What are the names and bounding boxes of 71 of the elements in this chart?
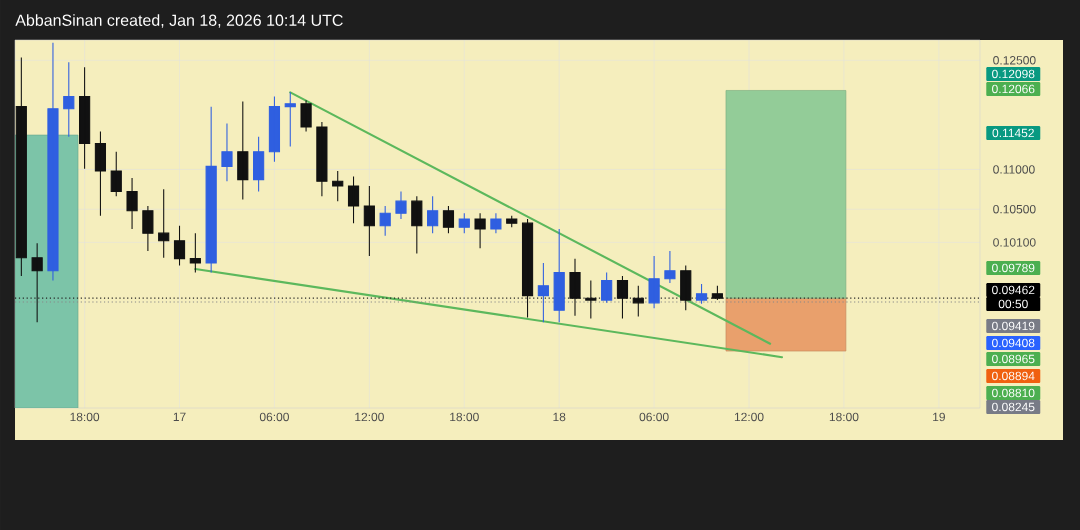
candlestick [427,195,439,234]
candlestick [110,151,122,197]
candlestick [284,91,296,148]
candlestick [569,258,581,317]
text: 0.12066 [992,84,1035,94]
x-tick-label: 17 [173,412,186,421]
candlestick [189,232,201,274]
candlestick [142,205,154,252]
text: 0.08810 [992,388,1035,398]
candlestick [411,195,423,255]
candlestick [601,271,613,304]
candlestick [648,255,660,309]
candlestick [379,205,391,237]
candlestick [711,285,723,301]
candlestick [268,96,281,163]
candlestick [78,66,91,170]
text: 0.09408 [992,338,1035,348]
candlestick [205,106,217,274]
candlestick [585,279,597,319]
x-tick-label: 18 [553,412,566,422]
x-tick-label: 19 [933,412,945,422]
candlestick [395,190,407,220]
x-tick-label: 18:00 [450,412,479,422]
candlestick [537,262,549,323]
x-tick-label: 06:00 [259,412,289,422]
candlestick [31,242,43,323]
text: 0.08245 [992,402,1035,412]
candlestick [664,250,676,284]
text: 0.09789 [992,263,1035,273]
text: 0.09462 [992,285,1035,295]
text: 00:50 [998,299,1028,309]
candlestick [474,212,486,249]
x-tick-label: 18:00 [829,412,859,422]
candlestick [253,136,265,193]
text: 0.12098 [992,69,1035,79]
x-tick-label: 12:00 [734,412,764,422]
chart-title: AbbanSinan created, Jan 18, 2026 10:14 UTC [15,14,343,28]
candlestick [347,175,360,224]
candlestick [616,275,629,319]
text: 0.08965 [992,354,1035,364]
candlestick [553,228,565,323]
candlestick [458,212,470,234]
y-tick-label: 0.10500 [993,204,1036,214]
candlestick [363,185,375,257]
candlestick [300,99,312,133]
candlestick [506,215,518,228]
candlestick [173,225,186,267]
text: 0.08894 [992,371,1035,381]
x-tick-label: 18:00 [70,412,100,422]
text: 0.09419 [992,321,1035,331]
candlestick [94,130,107,217]
text: 0.11452 [992,128,1034,138]
candlestick [632,285,644,318]
candlestick [221,122,233,182]
candlestick [126,177,138,230]
candlestick [680,265,692,311]
candlestick [316,121,328,197]
x-tick-label: 06:00 [639,412,669,422]
candlestick [237,101,249,201]
y-tick-label: 0.11000 [993,165,1035,174]
candlestick [332,170,344,202]
candlestick [442,205,455,234]
candlestick [521,218,534,319]
candlestick [490,212,502,234]
candlestick [47,42,59,281]
candlestick [63,61,75,138]
y-tick-label: 0.12500 [993,56,1036,65]
x-tick-label: 12:00 [355,412,384,422]
candlestick [158,188,170,259]
candlestick [695,283,708,305]
y-tick-label: 0.10100 [993,238,1036,247]
